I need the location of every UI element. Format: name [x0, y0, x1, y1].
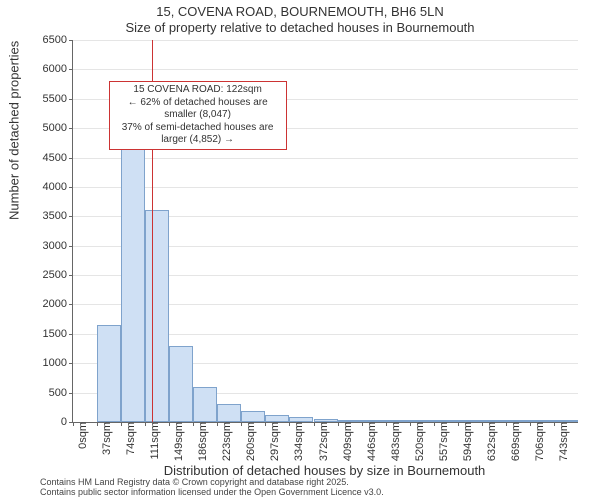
x-tick-label: 297sqm: [265, 422, 281, 461]
x-tick-label: 706sqm: [530, 422, 546, 461]
grid-line: [73, 69, 578, 70]
y-tick-label: 6500: [43, 34, 73, 46]
histogram-bar: [121, 119, 145, 422]
y-tick-label: 5500: [43, 93, 73, 105]
y-tick-label: 2500: [43, 269, 73, 281]
histogram-bar: [265, 415, 289, 422]
y-tick-label: 3500: [43, 210, 73, 222]
histogram-bar: [145, 210, 169, 422]
histogram-bar: [193, 387, 217, 422]
y-axis-title: Number of detached properties: [7, 41, 22, 220]
chart-title-main: 15, COVENA ROAD, BOURNEMOUTH, BH6 5LN: [0, 4, 600, 19]
y-tick-label: 1000: [43, 357, 73, 369]
annotation-line: ← 62% of detached houses are smaller (8,…: [114, 97, 282, 122]
x-tick-label: 632sqm: [482, 422, 498, 461]
x-tick-label: 372sqm: [314, 422, 330, 461]
histogram-bar: [97, 325, 121, 422]
x-tick-label: 520sqm: [410, 422, 426, 461]
y-tick-label: 4000: [43, 181, 73, 193]
x-axis-title: Distribution of detached houses by size …: [72, 463, 577, 478]
y-tick-label: 0: [61, 416, 73, 428]
x-tick-label: 409sqm: [338, 422, 354, 461]
y-tick-label: 2000: [43, 298, 73, 310]
plot-area: 0500100015002000250030003500400045005000…: [72, 40, 578, 423]
x-tick-label: 149sqm: [169, 422, 185, 461]
grid-line: [73, 158, 578, 159]
footer-attribution: Contains HM Land Registry data © Crown c…: [40, 478, 384, 498]
annotation-line: 15 COVENA ROAD: 122sqm: [114, 84, 282, 97]
x-tick-label: 260sqm: [241, 422, 257, 461]
histogram-bar: [241, 411, 265, 422]
grid-line: [73, 187, 578, 188]
y-tick-label: 1500: [43, 328, 73, 340]
y-tick-label: 3000: [43, 240, 73, 252]
y-tick-label: 500: [49, 387, 73, 399]
chart-title-sub: Size of property relative to detached ho…: [0, 20, 600, 35]
annotation-box: 15 COVENA ROAD: 122sqm← 62% of detached …: [109, 81, 287, 150]
x-tick-label: 334sqm: [289, 422, 305, 461]
histogram-bar: [217, 404, 241, 422]
x-tick-label: 594sqm: [458, 422, 474, 461]
x-tick-label: 0sqm: [73, 422, 89, 449]
chart-container: 15, COVENA ROAD, BOURNEMOUTH, BH6 5LN Si…: [0, 0, 600, 500]
footer-line-2: Contains public sector information licen…: [40, 488, 384, 498]
x-tick-label: 483sqm: [386, 422, 402, 461]
x-tick-label: 223sqm: [217, 422, 233, 461]
x-tick-label: 74sqm: [121, 422, 137, 455]
x-tick-label: 37sqm: [97, 422, 113, 455]
y-tick-label: 6000: [43, 63, 73, 75]
x-tick-label: 446sqm: [362, 422, 378, 461]
x-tick-label: 557sqm: [434, 422, 450, 461]
x-tick-label: 111sqm: [145, 422, 161, 460]
histogram-bar: [169, 346, 193, 422]
y-tick-label: 4500: [43, 152, 73, 164]
x-tick-label: 669sqm: [506, 422, 522, 461]
grid-line: [73, 40, 578, 41]
y-tick-label: 5000: [43, 122, 73, 134]
annotation-line: 37% of semi-detached houses are larger (…: [114, 122, 282, 147]
x-tick-label: 186sqm: [193, 422, 209, 461]
x-tick-label: 743sqm: [554, 422, 570, 461]
